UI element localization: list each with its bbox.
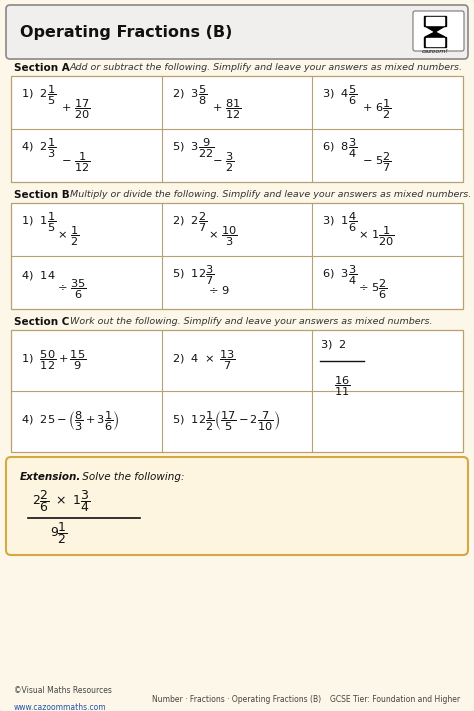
Text: 6)  $3\dfrac{3}{4}$: 6) $3\dfrac{3}{4}$ [322,264,358,287]
Text: 1)  $1\dfrac{1}{5}$: 1) $1\dfrac{1}{5}$ [21,210,56,235]
Text: 5)  $12\dfrac{1}{2}\left(\dfrac{17}{5}-2\dfrac{7}{10}\right)$: 5) $12\dfrac{1}{2}\left(\dfrac{17}{5}-2\… [172,410,280,433]
Polygon shape [424,16,446,26]
Polygon shape [425,26,445,32]
Text: ©Visual Maths Resources: ©Visual Maths Resources [14,686,112,695]
Text: $\times\ 1\dfrac{1}{20}$: $\times\ 1\dfrac{1}{20}$ [358,225,395,248]
Text: $+\ \dfrac{17}{20}$: $+\ \dfrac{17}{20}$ [61,97,91,122]
Text: 2)  $3\dfrac{5}{8}$: 2) $3\dfrac{5}{8}$ [172,84,207,107]
Polygon shape [425,32,445,37]
Text: Operating Fractions (B): Operating Fractions (B) [20,26,232,41]
Text: Add or subtract the following. Simplify and leave your answers as mixed numbers.: Add or subtract the following. Simplify … [70,63,463,72]
Text: 4)  $25-\left(\dfrac{8}{3}+3\dfrac{1}{6}\right)$: 4) $25-\left(\dfrac{8}{3}+3\dfrac{1}{6}\… [21,410,119,433]
Text: $\div\ 5\dfrac{2}{6}$: $\div\ 5\dfrac{2}{6}$ [358,278,388,301]
Polygon shape [426,17,444,25]
Text: 5)  $12\dfrac{3}{7}$: 5) $12\dfrac{3}{7}$ [172,264,214,287]
Polygon shape [424,37,446,47]
Text: 5)  $3\dfrac{9}{22}$: 5) $3\dfrac{9}{22}$ [172,137,214,160]
Text: Multiply or divide the following. Simplify and leave your answers as mixed numbe: Multiply or divide the following. Simpli… [70,190,471,199]
Text: $-\ \dfrac{3}{2}$: $-\ \dfrac{3}{2}$ [212,151,234,174]
Text: Section C: Section C [14,317,69,327]
FancyBboxPatch shape [413,11,464,51]
Text: $+\ 6\dfrac{1}{2}$: $+\ 6\dfrac{1}{2}$ [362,97,392,122]
Text: www.cazoommaths.com: www.cazoommaths.com [14,703,107,711]
Text: $\div\ \dfrac{35}{6}$: $\div\ \dfrac{35}{6}$ [57,278,87,301]
Text: Work out the following. Simplify and leave your answers as mixed numbers.: Work out the following. Simplify and lea… [70,317,432,326]
Polygon shape [426,38,444,46]
Bar [11,330,463,452]
Text: $-\ 5\dfrac{2}{7}$: $-\ 5\dfrac{2}{7}$ [362,151,392,174]
Text: $-\ \dfrac{1}{12}$: $-\ \dfrac{1}{12}$ [61,151,91,174]
Text: cazoom!: cazoom! [421,49,448,54]
Text: 2)  $2\dfrac{2}{7}$: 2) $2\dfrac{2}{7}$ [172,210,207,235]
Text: 3)  $4\dfrac{5}{6}$: 3) $4\dfrac{5}{6}$ [322,84,358,107]
Text: 6)  $8\dfrac{3}{4}$: 6) $8\dfrac{3}{4}$ [322,137,358,160]
Text: Section A: Section A [14,63,70,73]
Text: 1)  $2\dfrac{1}{5}$: 1) $2\dfrac{1}{5}$ [21,84,56,107]
FancyBboxPatch shape [6,457,468,555]
Text: $9\dfrac{1}{2}$: $9\dfrac{1}{2}$ [50,520,68,546]
FancyBboxPatch shape [6,5,468,59]
Text: 4)  $14$: 4) $14$ [21,269,55,282]
Text: Extension.: Extension. [20,472,82,482]
Text: $\div\ 9$: $\div\ 9$ [208,284,229,296]
Text: 4)  $2\dfrac{1}{3}$: 4) $2\dfrac{1}{3}$ [21,137,56,160]
Text: Number · Fractions · Operating Fractions (B): Number · Fractions · Operating Fractions… [153,695,321,703]
Text: 3)  $2$: 3) $2$ [320,338,347,351]
Text: 1)  $\dfrac{50}{12}+\dfrac{15}{9}$: 1) $\dfrac{50}{12}+\dfrac{15}{9}$ [21,348,86,373]
Text: GCSE Tier: Foundation and Higher: GCSE Tier: Foundation and Higher [330,695,460,703]
Text: 2)  $4\ \times\ \dfrac{13}{7}$: 2) $4\ \times\ \dfrac{13}{7}$ [172,348,236,373]
Text: 3)  $1\dfrac{4}{6}$: 3) $1\dfrac{4}{6}$ [322,210,358,235]
Text: Solve the following:: Solve the following: [79,472,184,482]
Bar [11,76,463,182]
Text: $+\ \dfrac{81}{12}$: $+\ \dfrac{81}{12}$ [212,97,241,122]
Text: $\dfrac{16}{11}$: $\dfrac{16}{11}$ [334,375,351,398]
Text: $2\dfrac{2}{6}\ \times\ 1\dfrac{3}{4}$: $2\dfrac{2}{6}\ \times\ 1\dfrac{3}{4}$ [32,488,91,514]
Text: $\times\ \dfrac{1}{2}$: $\times\ \dfrac{1}{2}$ [57,225,80,248]
Text: $\times\ \dfrac{10}{3}$: $\times\ \dfrac{10}{3}$ [208,225,237,248]
Bar [11,203,463,309]
Text: Section B: Section B [14,190,70,200]
